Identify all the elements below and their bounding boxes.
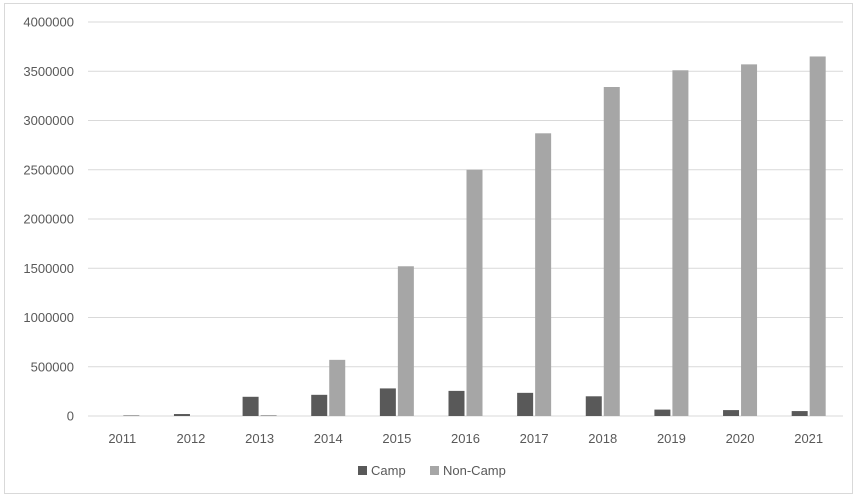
bar-camp-2020 <box>723 410 740 416</box>
bars <box>123 56 826 416</box>
legend-label: Non-Camp <box>443 463 506 478</box>
x-axis: 2011 2012 2013 2014 2015 2016 2017 2018 2019 2020… <box>108 431 823 446</box>
x-tick-label: 2011 <box>108 431 136 446</box>
bar-camp-2017 <box>517 392 534 416</box>
x-tick-label: 2019 <box>657 431 686 446</box>
x-tick-label: 2017 <box>520 431 549 446</box>
bar-non-camp-2015 <box>397 266 414 416</box>
bar-non-camp-2011 <box>123 415 140 416</box>
bar-camp-2018 <box>585 396 602 416</box>
bar-non-camp-2021 <box>809 56 826 416</box>
x-tick-label: 2015 <box>382 431 411 446</box>
gridlines <box>88 21 843 417</box>
y-tick-label: 2000000 <box>23 212 74 227</box>
y-tick-label: 1000000 <box>23 310 74 325</box>
legend: Camp Non-Camp <box>358 463 506 478</box>
bar-camp-2021 <box>791 411 808 416</box>
y-axis: 0 500000 1000000 1500000 2000000 2500000 30000… <box>23 15 74 424</box>
x-tick-label: 2021 <box>794 431 823 446</box>
x-tick-label: 2013 <box>245 431 274 446</box>
chart-frame <box>4 3 853 494</box>
bar-camp-2019 <box>654 409 671 416</box>
bar-camp-2013 <box>242 396 259 416</box>
y-tick-label: 3500000 <box>23 64 74 79</box>
y-tick-label: 500000 <box>31 359 74 374</box>
bar-camp-2012 <box>173 414 190 416</box>
x-tick-label: 2016 <box>451 431 480 446</box>
y-tick-label: 0 <box>67 409 74 424</box>
y-tick-label: 1500000 <box>23 261 74 276</box>
bar-non-camp-2020 <box>741 64 758 416</box>
bar-camp-2016 <box>448 390 465 416</box>
legend-label: Camp <box>371 463 406 478</box>
x-tick-label: 2014 <box>314 431 343 446</box>
x-tick-label: 2018 <box>588 431 617 446</box>
y-tick-label: 3000000 <box>23 113 74 128</box>
bar-non-camp-2013 <box>260 415 277 416</box>
y-tick-label: 4000000 <box>23 15 74 30</box>
bar-non-camp-2014 <box>329 359 346 416</box>
legend-swatch <box>358 466 367 475</box>
bar-non-camp-2018 <box>603 87 620 416</box>
x-tick-label: 2012 <box>176 431 205 446</box>
bar-camp-2014 <box>311 394 328 416</box>
y-tick-label: 2500000 <box>23 162 74 177</box>
legend-swatch <box>430 466 439 475</box>
bar-non-camp-2017 <box>535 133 552 416</box>
bar-non-camp-2016 <box>466 169 483 416</box>
bar-non-camp-2019 <box>672 70 689 416</box>
bar-camp-2015 <box>379 388 396 416</box>
x-tick-label: 2020 <box>726 431 755 446</box>
